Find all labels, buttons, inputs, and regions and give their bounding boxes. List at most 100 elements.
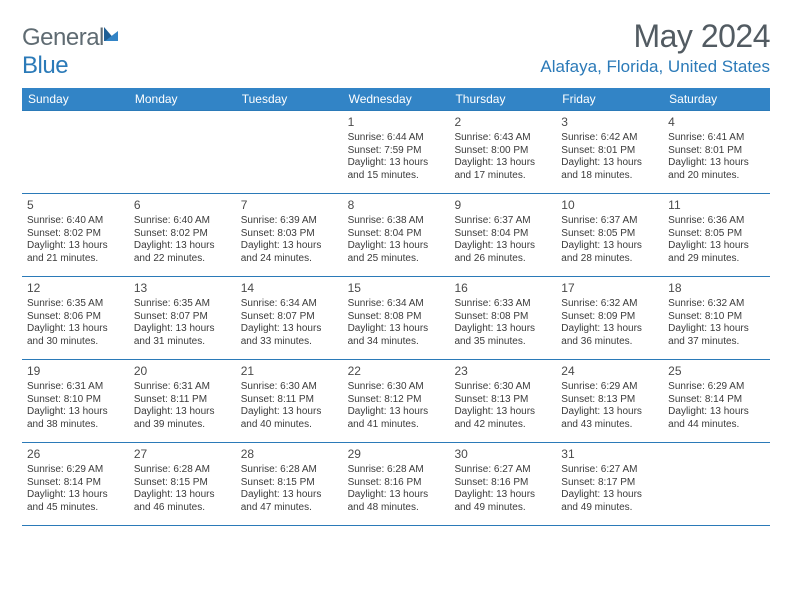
month-title: May 2024 [540,18,770,55]
sunrise-text: Sunrise: 6:37 AM [561,215,658,228]
day-number: 3 [561,115,658,130]
sunset-text: Sunset: 8:07 PM [241,311,338,324]
sunset-text: Sunset: 8:16 PM [348,477,445,490]
sunset-text: Sunset: 8:01 PM [561,145,658,158]
sunrise-text: Sunrise: 6:28 AM [348,464,445,477]
daylight-text: Daylight: 13 hours and 44 minutes. [668,406,765,431]
day-cell: 5Sunrise: 6:40 AMSunset: 8:02 PMDaylight… [22,194,129,276]
daylight-text: Daylight: 13 hours and 48 minutes. [348,489,445,514]
sunrise-text: Sunrise: 6:43 AM [454,132,551,145]
day-number: 10 [561,198,658,213]
sunset-text: Sunset: 8:13 PM [454,394,551,407]
day-cell: 26Sunrise: 6:29 AMSunset: 8:14 PMDayligh… [22,443,129,525]
daylight-text: Daylight: 13 hours and 28 minutes. [561,240,658,265]
daylight-text: Daylight: 13 hours and 34 minutes. [348,323,445,348]
day-cell [22,111,129,193]
sunrise-text: Sunrise: 6:41 AM [668,132,765,145]
sunrise-text: Sunrise: 6:44 AM [348,132,445,145]
day-cell: 2Sunrise: 6:43 AMSunset: 8:00 PMDaylight… [449,111,556,193]
daylight-text: Daylight: 13 hours and 43 minutes. [561,406,658,431]
daylight-text: Daylight: 13 hours and 46 minutes. [134,489,231,514]
day-cell [663,443,770,525]
sunset-text: Sunset: 8:15 PM [241,477,338,490]
location-text: Alafaya, Florida, United States [540,57,770,77]
day-number: 7 [241,198,338,213]
sunset-text: Sunset: 8:01 PM [668,145,765,158]
sunrise-text: Sunrise: 6:38 AM [348,215,445,228]
sunset-text: Sunset: 8:15 PM [134,477,231,490]
day-cell: 18Sunrise: 6:32 AMSunset: 8:10 PMDayligh… [663,277,770,359]
logo-sail-icon [102,24,126,51]
title-block: May 2024 Alafaya, Florida, United States [540,18,770,77]
day-cell: 12Sunrise: 6:35 AMSunset: 8:06 PMDayligh… [22,277,129,359]
sunrise-text: Sunrise: 6:29 AM [561,381,658,394]
day-cell: 6Sunrise: 6:40 AMSunset: 8:02 PMDaylight… [129,194,236,276]
daylight-text: Daylight: 13 hours and 36 minutes. [561,323,658,348]
day-cell: 28Sunrise: 6:28 AMSunset: 8:15 PMDayligh… [236,443,343,525]
day-cell: 31Sunrise: 6:27 AMSunset: 8:17 PMDayligh… [556,443,663,525]
sunrise-text: Sunrise: 6:32 AM [668,298,765,311]
day-number: 31 [561,447,658,462]
daylight-text: Daylight: 13 hours and 18 minutes. [561,157,658,182]
day-number: 9 [454,198,551,213]
sunset-text: Sunset: 8:09 PM [561,311,658,324]
daylight-text: Daylight: 13 hours and 38 minutes. [27,406,124,431]
daylight-text: Daylight: 13 hours and 45 minutes. [27,489,124,514]
day-cell: 19Sunrise: 6:31 AMSunset: 8:10 PMDayligh… [22,360,129,442]
daylight-text: Daylight: 13 hours and 29 minutes. [668,240,765,265]
sunrise-text: Sunrise: 6:37 AM [454,215,551,228]
day-number: 19 [27,364,124,379]
sunrise-text: Sunrise: 6:29 AM [668,381,765,394]
day-number: 8 [348,198,445,213]
sunrise-text: Sunrise: 6:40 AM [134,215,231,228]
week-row: 1Sunrise: 6:44 AMSunset: 7:59 PMDaylight… [22,110,770,193]
sunrise-text: Sunrise: 6:30 AM [348,381,445,394]
day-number: 6 [134,198,231,213]
logo-text-blue: Blue [22,52,68,79]
sunset-text: Sunset: 8:06 PM [27,311,124,324]
day-number: 18 [668,281,765,296]
day-number: 22 [348,364,445,379]
day-cell: 16Sunrise: 6:33 AMSunset: 8:08 PMDayligh… [449,277,556,359]
daylight-text: Daylight: 13 hours and 39 minutes. [134,406,231,431]
daylight-text: Daylight: 13 hours and 47 minutes. [241,489,338,514]
sunrise-text: Sunrise: 6:29 AM [27,464,124,477]
day-cell [129,111,236,193]
day-number: 26 [27,447,124,462]
sunset-text: Sunset: 8:11 PM [241,394,338,407]
sunset-text: Sunset: 8:13 PM [561,394,658,407]
daylight-text: Daylight: 13 hours and 26 minutes. [454,240,551,265]
sunset-text: Sunset: 8:11 PM [134,394,231,407]
sunset-text: Sunset: 8:17 PM [561,477,658,490]
day-cell: 11Sunrise: 6:36 AMSunset: 8:05 PMDayligh… [663,194,770,276]
day-number: 12 [27,281,124,296]
logo: GeneralBlue [22,24,126,80]
day-number: 1 [348,115,445,130]
page-root: GeneralBlue May 2024 Alafaya, Florida, U… [0,0,792,544]
sunset-text: Sunset: 8:00 PM [454,145,551,158]
day-cell: 20Sunrise: 6:31 AMSunset: 8:11 PMDayligh… [129,360,236,442]
day-number: 16 [454,281,551,296]
sunrise-text: Sunrise: 6:39 AM [241,215,338,228]
day-cell: 29Sunrise: 6:28 AMSunset: 8:16 PMDayligh… [343,443,450,525]
sunset-text: Sunset: 8:03 PM [241,228,338,241]
day-number: 5 [27,198,124,213]
sunrise-text: Sunrise: 6:33 AM [454,298,551,311]
daylight-text: Daylight: 13 hours and 30 minutes. [27,323,124,348]
sunset-text: Sunset: 8:14 PM [668,394,765,407]
weekday-header-cell: Sunday [22,88,129,110]
daylight-text: Daylight: 13 hours and 41 minutes. [348,406,445,431]
calendar: SundayMondayTuesdayWednesdayThursdayFrid… [22,88,770,526]
week-row: 12Sunrise: 6:35 AMSunset: 8:06 PMDayligh… [22,276,770,359]
sunset-text: Sunset: 8:08 PM [454,311,551,324]
day-cell: 10Sunrise: 6:37 AMSunset: 8:05 PMDayligh… [556,194,663,276]
daylight-text: Daylight: 13 hours and 49 minutes. [454,489,551,514]
daylight-text: Daylight: 13 hours and 21 minutes. [27,240,124,265]
day-cell: 13Sunrise: 6:35 AMSunset: 8:07 PMDayligh… [129,277,236,359]
sunrise-text: Sunrise: 6:27 AM [454,464,551,477]
daylight-text: Daylight: 13 hours and 37 minutes. [668,323,765,348]
day-number: 13 [134,281,231,296]
sunrise-text: Sunrise: 6:30 AM [454,381,551,394]
daylight-text: Daylight: 13 hours and 24 minutes. [241,240,338,265]
sunset-text: Sunset: 8:16 PM [454,477,551,490]
